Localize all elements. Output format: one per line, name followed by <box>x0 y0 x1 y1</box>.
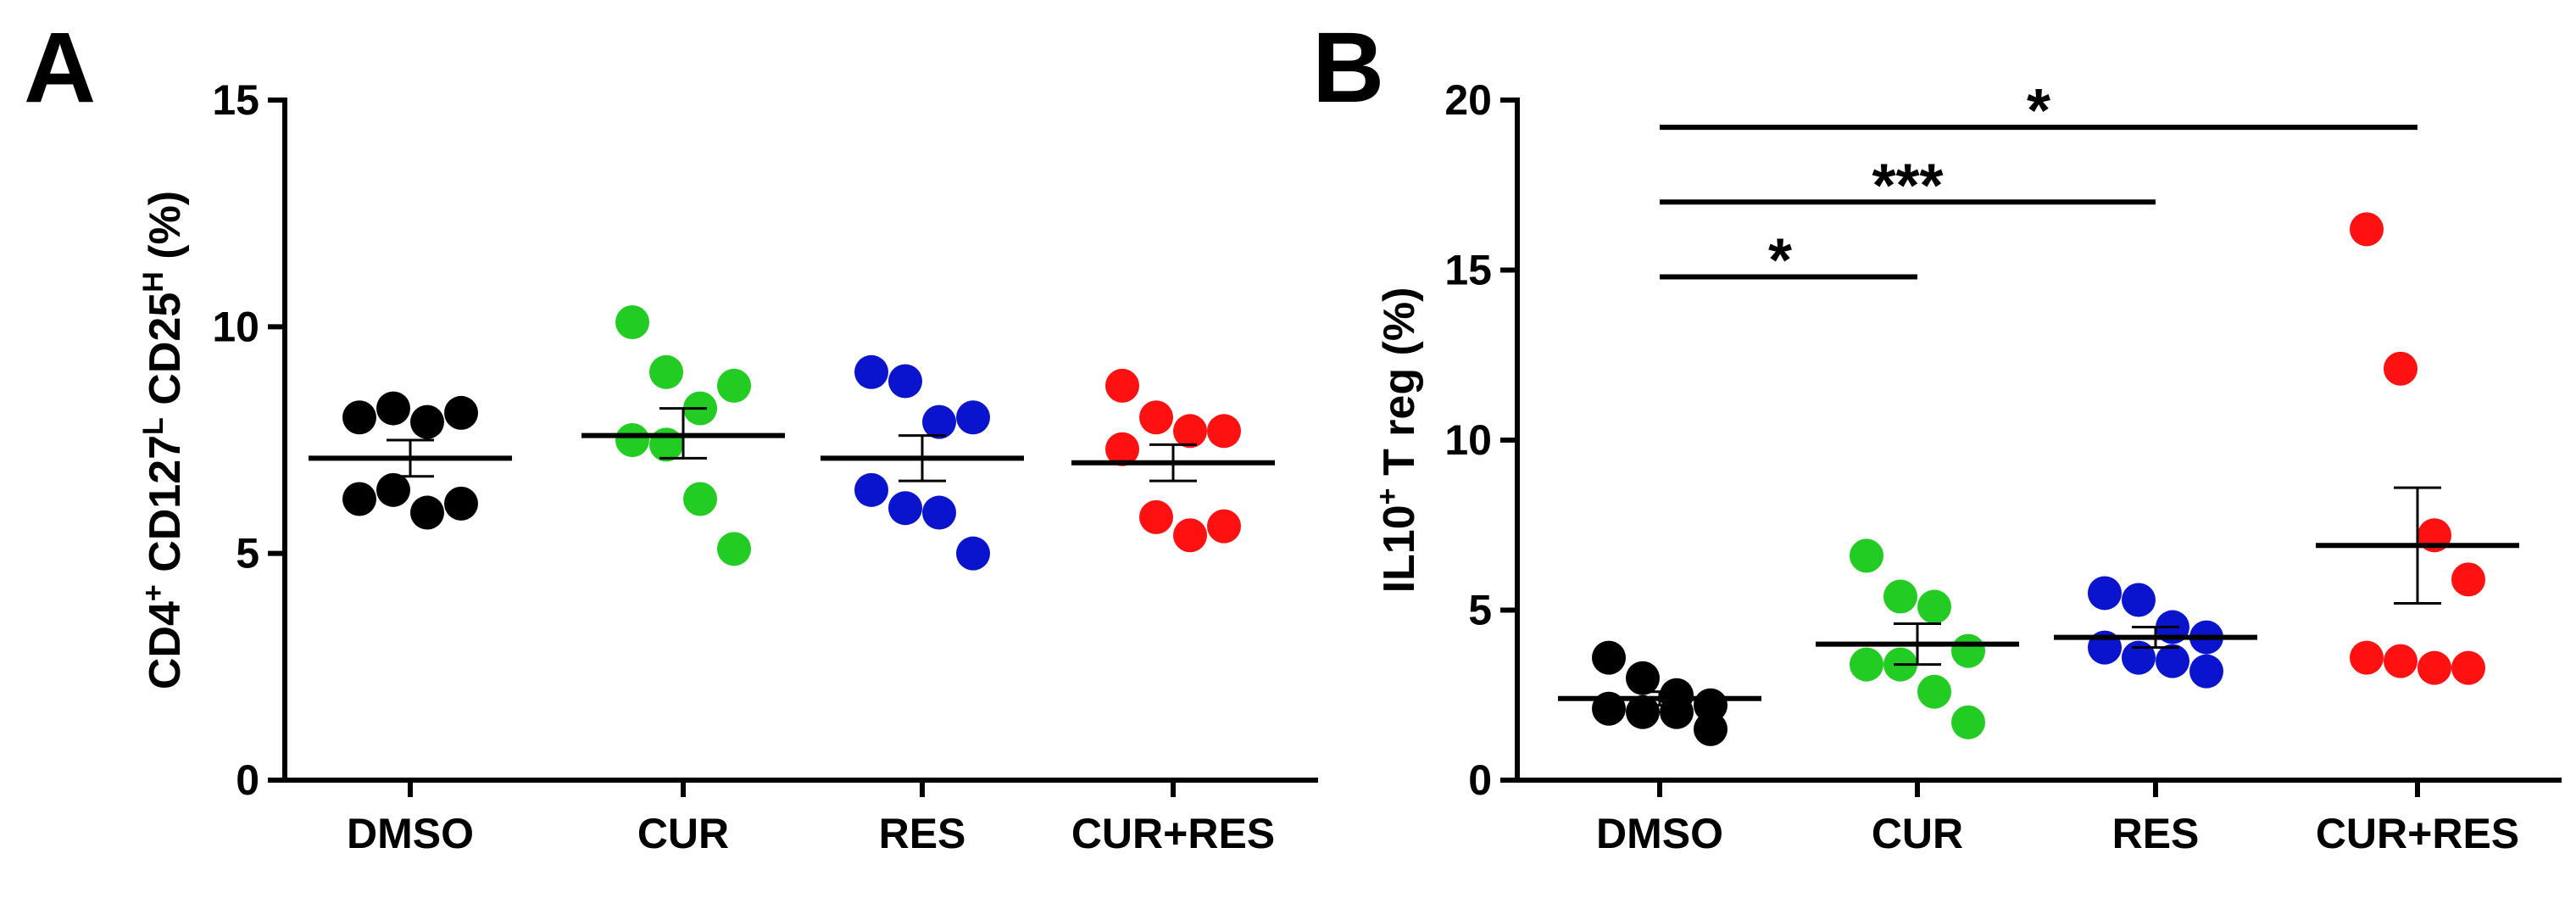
y-axis-label-part: T reg (%) <box>1375 287 1424 488</box>
y-axis-label-superscript: H <box>137 271 170 293</box>
y-axis-label-superscript: + <box>1371 488 1404 505</box>
data-point-res <box>888 364 922 399</box>
data-point-dmso <box>376 472 410 507</box>
y-tick-label: 20 <box>1444 76 1492 124</box>
y-tick-label: 10 <box>1444 416 1492 464</box>
data-point-cur-res <box>2451 650 2485 685</box>
y-tick-label: 15 <box>212 76 259 124</box>
data-point-cur-res <box>1105 368 1139 403</box>
data-point-dmso <box>342 482 376 516</box>
y-axis-label-part: CD25 <box>141 293 190 417</box>
y-tick-label: 15 <box>1444 247 1492 294</box>
data-point-cur-res <box>2350 640 2384 675</box>
y-axis-label: IL10+​ T reg (%) <box>1371 287 1424 594</box>
data-point-cur-res <box>1207 414 1241 449</box>
data-point-cur-res <box>1173 414 1207 449</box>
data-point-cur <box>683 482 717 516</box>
data-point-res <box>2122 583 2156 617</box>
x-tick-label: CUR <box>1872 810 1963 857</box>
data-point-dmso <box>410 404 444 439</box>
y-axis-label: CD4+​ CD127L​ CD25H​ (%) <box>137 191 190 689</box>
panel-label: A <box>24 12 96 124</box>
data-point-cur <box>1850 647 1883 682</box>
data-point-dmso <box>342 400 376 435</box>
y-axis-label-superscript: L <box>137 417 170 435</box>
y-axis-label-part: CD127 <box>141 435 190 584</box>
y-axis-label-part: CD4 <box>141 601 190 689</box>
x-tick-label: DMSO <box>347 810 474 857</box>
data-point-res <box>854 472 888 507</box>
data-point-cur <box>717 532 751 566</box>
data-point-res <box>2156 644 2189 678</box>
x-tick-label: CUR+RES <box>2316 810 2519 857</box>
data-point-cur-res <box>1105 432 1139 466</box>
y-tick-label: 5 <box>236 530 259 577</box>
data-point-cur <box>615 423 649 457</box>
data-point-dmso <box>376 391 410 426</box>
data-point-cur-res <box>2384 351 2417 386</box>
data-point-cur-res <box>1173 518 1207 553</box>
significance-label: * <box>1768 227 1792 295</box>
data-point-dmso <box>410 495 444 530</box>
data-point-res <box>2122 640 2156 675</box>
x-tick-label: DMSO <box>1596 810 1723 857</box>
data-point-dmso <box>1660 694 1694 729</box>
data-point-cur-res <box>2417 650 2451 685</box>
x-tick-label: CUR+RES <box>1071 810 1275 857</box>
data-point-dmso <box>1694 711 1728 746</box>
data-point-dmso <box>1592 640 1626 675</box>
data-point-res <box>2088 576 2122 611</box>
panel-a: A 0 5 10 15 DMSO CUR RES CUR+RES CD4+​ CD127L​ CD… <box>24 12 1318 857</box>
data-point-dmso <box>1626 694 1660 729</box>
data-point-res <box>922 495 956 530</box>
data-point-cur <box>1917 589 1951 624</box>
data-point-res <box>854 354 888 389</box>
data-point-cur-res <box>2384 644 2417 678</box>
y-axis-label-part: IL10 <box>1375 505 1424 593</box>
data-point-cur <box>615 304 649 339</box>
data-point-res <box>2189 654 2223 689</box>
panel-b: B 0 5 10 15 20 DMSO CUR RES CUR+RES IL10+​ T reg (… <box>1312 12 2562 857</box>
data-point-cur <box>1951 633 1985 668</box>
y-axis-label-superscript: + <box>137 584 170 601</box>
data-point-cur <box>1850 538 1883 573</box>
panel-label: B <box>1312 12 1384 124</box>
data-point-res <box>956 536 990 571</box>
y-axis-label-part: (%) <box>141 191 190 271</box>
data-point-cur <box>649 427 683 462</box>
data-point-cur-res <box>2451 562 2485 597</box>
x-tick-label: RES <box>879 810 966 857</box>
data-point-cur <box>649 354 683 389</box>
x-tick-label: RES <box>2112 810 2200 857</box>
y-tick-label: 0 <box>1468 756 1492 804</box>
y-tick-label: 5 <box>1468 587 1492 634</box>
significance-label: * <box>2027 77 2050 145</box>
x-tick-label: CUR <box>637 810 729 857</box>
data-point-cur-res <box>2350 212 2384 247</box>
data-point-cur-res <box>1139 499 1173 534</box>
data-point-cur <box>1883 579 1917 614</box>
data-point-cur <box>717 368 751 403</box>
data-point-res <box>888 491 922 526</box>
data-point-dmso <box>444 486 478 521</box>
data-point-cur-res <box>1139 400 1173 435</box>
data-point-dmso <box>1626 661 1660 695</box>
data-point-res <box>956 400 990 435</box>
data-point-cur-res <box>1207 509 1241 544</box>
y-tick-label: 0 <box>236 756 259 804</box>
y-tick-label: 10 <box>212 303 259 350</box>
data-point-dmso <box>444 395 478 430</box>
data-point-cur <box>1951 705 1985 739</box>
significance-label: *** <box>1872 152 1943 220</box>
data-point-cur <box>1917 674 1951 709</box>
data-point-res <box>922 404 956 439</box>
